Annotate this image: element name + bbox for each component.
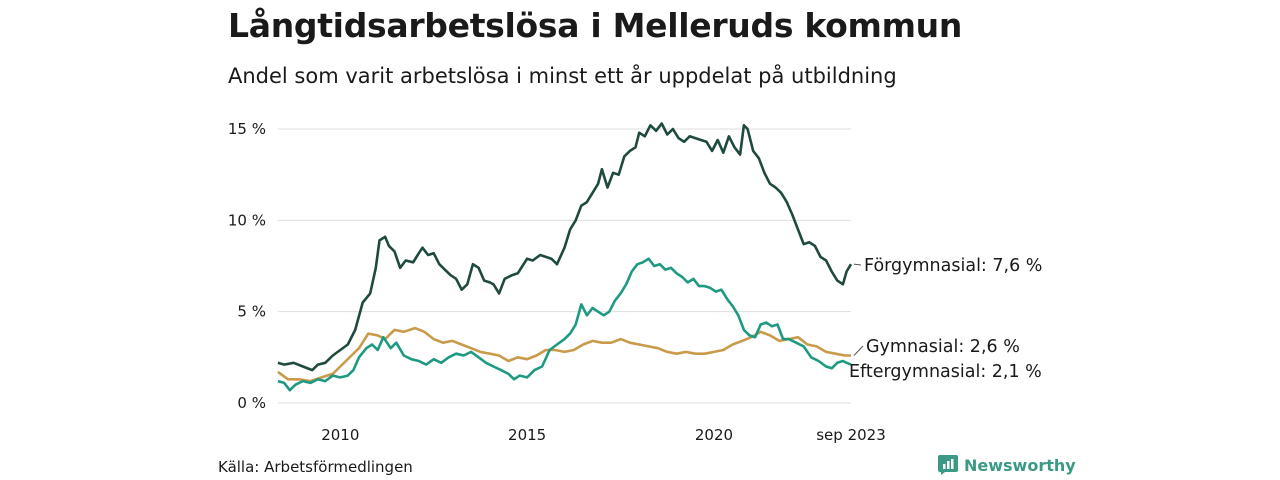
- source-note: Källa: Arbetsförmedlingen: [218, 458, 413, 476]
- grid-lines: [278, 128, 851, 404]
- y-tick-label: 5 %: [237, 303, 266, 321]
- label-leader-gymnasial: [853, 345, 864, 356]
- series-label-gymnasial: Gymnasial: 2,6 %: [866, 337, 1020, 357]
- series-label-förgymnasial: Förgymnasial: 7,6 %: [864, 256, 1042, 276]
- x-tick-label: 2010: [321, 426, 359, 444]
- series-line-gymnasial: [277, 326, 851, 383]
- y-axis-ticks: 0 % 5 % 10 % 15 %: [228, 120, 266, 412]
- chart-subtitle: Andel som varit arbetslösa i minst ett å…: [228, 64, 897, 88]
- x-tick-label: 2015: [508, 426, 546, 444]
- y-tick-label: 15 %: [228, 120, 266, 138]
- x-axis-ticks: 2010 2015 2020 sep 2023: [321, 426, 886, 444]
- bar-chart-icon: [938, 455, 958, 475]
- brand-name: Newsworthy: [964, 455, 1076, 475]
- x-tick-label: sep 2023: [816, 426, 886, 444]
- series-lines: [277, 122, 853, 392]
- series-label-eftergymnasial: Eftergymnasial: 2,1 %: [849, 362, 1042, 382]
- series-line-förgymnasial: [277, 122, 853, 372]
- x-tick-label: 2020: [695, 426, 733, 444]
- series-labels: Förgymnasial: 7,6 % Gymnasial: 2,6 % Efter…: [849, 256, 1042, 382]
- brand-logo: Newsworthy: [938, 455, 1076, 475]
- series-line-eftergymnasial: [277, 257, 852, 392]
- y-tick-label: 0 %: [237, 394, 266, 412]
- label-leader-förgymnasial: [853, 263, 862, 266]
- y-tick-label: 10 %: [228, 211, 266, 229]
- chart-title: Långtidsarbetslösa i Melleruds kommun: [228, 6, 963, 45]
